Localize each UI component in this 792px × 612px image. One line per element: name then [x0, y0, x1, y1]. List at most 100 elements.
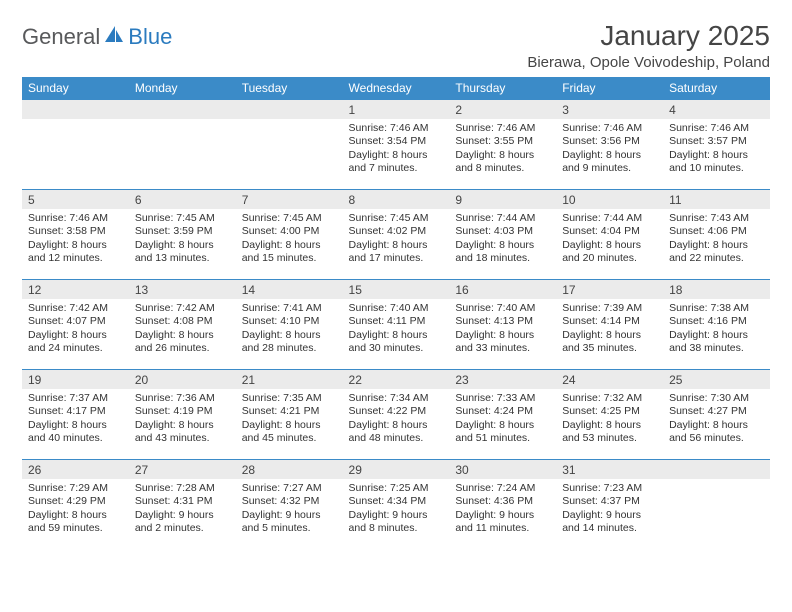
day-number: 9: [449, 189, 556, 209]
day-details: Sunrise: 7:46 AMSunset: 3:55 PMDaylight:…: [449, 119, 556, 180]
day-cell: 16Sunrise: 7:40 AMSunset: 4:13 PMDayligh…: [449, 279, 556, 369]
day-number: 22: [343, 369, 450, 389]
sunrise-text: Sunrise: 7:24 AM: [455, 482, 550, 495]
day-cell: 10Sunrise: 7:44 AMSunset: 4:04 PMDayligh…: [556, 189, 663, 279]
sunrise-text: Sunrise: 7:46 AM: [455, 122, 550, 135]
day-cell: 21Sunrise: 7:35 AMSunset: 4:21 PMDayligh…: [236, 369, 343, 459]
day-number: 1: [343, 99, 450, 119]
empty-day: [129, 99, 236, 119]
day-cell: 15Sunrise: 7:40 AMSunset: 4:11 PMDayligh…: [343, 279, 450, 369]
calendar-page: General Blue January 2025 Bierawa, Opole…: [0, 0, 792, 559]
day-details: Sunrise: 7:44 AMSunset: 4:04 PMDaylight:…: [556, 209, 663, 270]
day-details: Sunrise: 7:46 AMSunset: 3:58 PMDaylight:…: [22, 209, 129, 270]
dow-sunday: Sunday: [22, 77, 129, 99]
day-cell: 18Sunrise: 7:38 AMSunset: 4:16 PMDayligh…: [663, 279, 770, 369]
sunset-text: Sunset: 4:37 PM: [562, 495, 657, 508]
daylight-text: Daylight: 9 hours and 2 minutes.: [135, 509, 230, 536]
day-details: Sunrise: 7:32 AMSunset: 4:25 PMDaylight:…: [556, 389, 663, 450]
sunset-text: Sunset: 4:34 PM: [349, 495, 444, 508]
sunrise-text: Sunrise: 7:45 AM: [349, 212, 444, 225]
day-cell: 1Sunrise: 7:46 AMSunset: 3:54 PMDaylight…: [343, 99, 450, 189]
dow-friday: Friday: [556, 77, 663, 99]
sunrise-text: Sunrise: 7:40 AM: [455, 302, 550, 315]
logo-text-blue: Blue: [128, 24, 172, 50]
day-details: Sunrise: 7:46 AMSunset: 3:56 PMDaylight:…: [556, 119, 663, 180]
dow-thursday: Thursday: [449, 77, 556, 99]
sunset-text: Sunset: 3:58 PM: [28, 225, 123, 238]
sunrise-text: Sunrise: 7:34 AM: [349, 392, 444, 405]
dow-tuesday: Tuesday: [236, 77, 343, 99]
day-details: Sunrise: 7:42 AMSunset: 4:07 PMDaylight:…: [22, 299, 129, 360]
sunrise-text: Sunrise: 7:44 AM: [562, 212, 657, 225]
sunset-text: Sunset: 4:07 PM: [28, 315, 123, 328]
day-cell: 30Sunrise: 7:24 AMSunset: 4:36 PMDayligh…: [449, 459, 556, 549]
day-number: 27: [129, 459, 236, 479]
day-details: Sunrise: 7:28 AMSunset: 4:31 PMDaylight:…: [129, 479, 236, 540]
day-number: 31: [556, 459, 663, 479]
sunset-text: Sunset: 3:57 PM: [669, 135, 764, 148]
day-cell: [663, 459, 770, 549]
day-cell: 23Sunrise: 7:33 AMSunset: 4:24 PMDayligh…: [449, 369, 556, 459]
day-details: Sunrise: 7:40 AMSunset: 4:13 PMDaylight:…: [449, 299, 556, 360]
sunset-text: Sunset: 4:22 PM: [349, 405, 444, 418]
daylight-text: Daylight: 8 hours and 53 minutes.: [562, 419, 657, 446]
day-details: Sunrise: 7:46 AMSunset: 3:57 PMDaylight:…: [663, 119, 770, 180]
sunrise-text: Sunrise: 7:28 AM: [135, 482, 230, 495]
sunrise-text: Sunrise: 7:46 AM: [562, 122, 657, 135]
daylight-text: Daylight: 8 hours and 30 minutes.: [349, 329, 444, 356]
day-cell: 2Sunrise: 7:46 AMSunset: 3:55 PMDaylight…: [449, 99, 556, 189]
dow-row: Sunday Monday Tuesday Wednesday Thursday…: [22, 77, 770, 99]
day-cell: 8Sunrise: 7:45 AMSunset: 4:02 PMDaylight…: [343, 189, 450, 279]
daylight-text: Daylight: 8 hours and 22 minutes.: [669, 239, 764, 266]
sunset-text: Sunset: 4:08 PM: [135, 315, 230, 328]
day-details: Sunrise: 7:42 AMSunset: 4:08 PMDaylight:…: [129, 299, 236, 360]
sunset-text: Sunset: 4:27 PM: [669, 405, 764, 418]
empty-day: [22, 99, 129, 119]
day-details: Sunrise: 7:40 AMSunset: 4:11 PMDaylight:…: [343, 299, 450, 360]
day-details: Sunrise: 7:25 AMSunset: 4:34 PMDaylight:…: [343, 479, 450, 540]
sail-icon: [103, 25, 125, 50]
sunset-text: Sunset: 4:16 PM: [669, 315, 764, 328]
sunset-text: Sunset: 4:25 PM: [562, 405, 657, 418]
sunrise-text: Sunrise: 7:38 AM: [669, 302, 764, 315]
sunset-text: Sunset: 4:04 PM: [562, 225, 657, 238]
daylight-text: Daylight: 8 hours and 20 minutes.: [562, 239, 657, 266]
day-number: 29: [343, 459, 450, 479]
daylight-text: Daylight: 8 hours and 45 minutes.: [242, 419, 337, 446]
sunset-text: Sunset: 4:13 PM: [455, 315, 550, 328]
day-number: 25: [663, 369, 770, 389]
day-number: 21: [236, 369, 343, 389]
day-cell: 20Sunrise: 7:36 AMSunset: 4:19 PMDayligh…: [129, 369, 236, 459]
day-details: Sunrise: 7:23 AMSunset: 4:37 PMDaylight:…: [556, 479, 663, 540]
header: General Blue January 2025 Bierawa, Opole…: [22, 20, 770, 71]
day-details: Sunrise: 7:24 AMSunset: 4:36 PMDaylight:…: [449, 479, 556, 540]
day-details: Sunrise: 7:45 AMSunset: 4:00 PMDaylight:…: [236, 209, 343, 270]
title-block: January 2025 Bierawa, Opole Voivodeship,…: [527, 20, 770, 71]
daylight-text: Daylight: 8 hours and 26 minutes.: [135, 329, 230, 356]
daylight-text: Daylight: 8 hours and 24 minutes.: [28, 329, 123, 356]
daylight-text: Daylight: 8 hours and 7 minutes.: [349, 149, 444, 176]
sunrise-text: Sunrise: 7:45 AM: [135, 212, 230, 225]
sunset-text: Sunset: 3:54 PM: [349, 135, 444, 148]
daylight-text: Daylight: 8 hours and 51 minutes.: [455, 419, 550, 446]
week-row: 26Sunrise: 7:29 AMSunset: 4:29 PMDayligh…: [22, 459, 770, 549]
sunset-text: Sunset: 4:02 PM: [349, 225, 444, 238]
sunset-text: Sunset: 4:11 PM: [349, 315, 444, 328]
day-cell: 28Sunrise: 7:27 AMSunset: 4:32 PMDayligh…: [236, 459, 343, 549]
day-details: Sunrise: 7:45 AMSunset: 3:59 PMDaylight:…: [129, 209, 236, 270]
sunrise-text: Sunrise: 7:44 AM: [455, 212, 550, 225]
day-cell: 3Sunrise: 7:46 AMSunset: 3:56 PMDaylight…: [556, 99, 663, 189]
daylight-text: Daylight: 8 hours and 56 minutes.: [669, 419, 764, 446]
sunset-text: Sunset: 3:55 PM: [455, 135, 550, 148]
day-details: Sunrise: 7:46 AMSunset: 3:54 PMDaylight:…: [343, 119, 450, 180]
day-cell: 5Sunrise: 7:46 AMSunset: 3:58 PMDaylight…: [22, 189, 129, 279]
daylight-text: Daylight: 8 hours and 12 minutes.: [28, 239, 123, 266]
sunset-text: Sunset: 4:00 PM: [242, 225, 337, 238]
day-number: 7: [236, 189, 343, 209]
day-cell: 7Sunrise: 7:45 AMSunset: 4:00 PMDaylight…: [236, 189, 343, 279]
dow-monday: Monday: [129, 77, 236, 99]
day-cell: 27Sunrise: 7:28 AMSunset: 4:31 PMDayligh…: [129, 459, 236, 549]
sunset-text: Sunset: 4:21 PM: [242, 405, 337, 418]
sunrise-text: Sunrise: 7:46 AM: [28, 212, 123, 225]
day-cell: [22, 99, 129, 189]
